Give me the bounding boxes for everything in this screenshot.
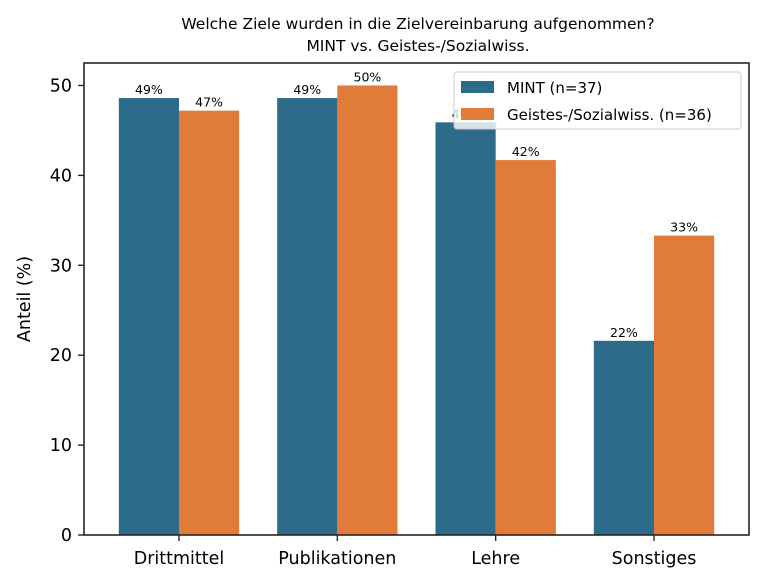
bar-sonstiges-series-1 [654, 235, 715, 535]
bar-lehre-series-1 [495, 160, 556, 535]
x-axis: Drittmittel Publikationen Lehre Sonstiges [134, 535, 697, 569]
y-axis-label: Anteil (%) [15, 256, 35, 342]
y-tick-label: 0 [61, 526, 72, 546]
plot-frame [83, 62, 750, 536]
legend-swatch-mint [461, 81, 494, 93]
legend-swatch-geistes [461, 108, 494, 120]
data-label: 47% [195, 95, 223, 110]
data-label: 22% [610, 325, 638, 340]
x-tick-label: Publikationen [278, 549, 396, 569]
data-label: 33% [670, 220, 698, 235]
legend-frame [453, 71, 742, 130]
bar-drittmittel-series-0 [118, 98, 179, 535]
y-axis: 0 10 20 30 40 50 [50, 76, 84, 546]
data-label: 49% [293, 82, 321, 97]
bar-sonstiges-series-0 [593, 340, 654, 535]
bar-publikationen-series-0 [277, 98, 338, 535]
data-label: 50% [354, 69, 382, 84]
x-tick-label: Sonstiges [612, 549, 697, 569]
chart-subtitle: MINT vs. Geistes-/Sozialwiss. [306, 37, 529, 55]
bar-drittmittel-series-1 [179, 110, 240, 536]
chart-title: Welche Ziele wurden in die Zielvereinbar… [181, 15, 654, 33]
bars-layer [118, 85, 715, 536]
data-label: 49% [135, 82, 163, 97]
data-label: 42% [512, 144, 540, 159]
legend-label-geistes: Geistes-/Sozialwiss. (n=36) [507, 106, 712, 124]
x-tick-label: Lehre [471, 549, 520, 569]
x-tick-label: Drittmittel [134, 549, 225, 569]
bar-lehre-series-0 [435, 122, 496, 535]
bar-publikationen-series-1 [337, 85, 398, 535]
legend: MINT (n=37) Geistes-/Sozialwiss. (n=36) [453, 71, 742, 130]
y-tick-label: 50 [50, 76, 72, 96]
y-tick-label: 30 [50, 256, 72, 276]
y-tick-label: 10 [50, 436, 72, 456]
y-tick-label: 40 [50, 166, 72, 186]
legend-label-mint: MINT (n=37) [507, 79, 602, 97]
y-tick-label: 20 [50, 346, 72, 366]
